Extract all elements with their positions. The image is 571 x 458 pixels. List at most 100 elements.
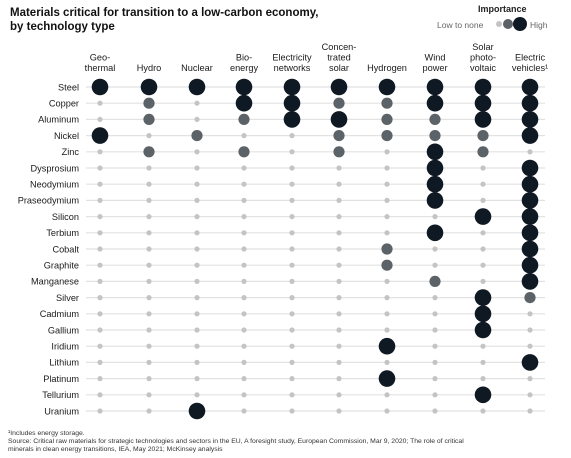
- importance-dot: [91, 127, 109, 144]
- importance-dot: [241, 246, 247, 252]
- importance-dot: [480, 246, 486, 252]
- importance-dot: [474, 111, 492, 128]
- legend-dot-low: [496, 21, 502, 27]
- column-header: Bio-: [236, 53, 252, 63]
- importance-dot: [521, 354, 539, 371]
- importance-dot: [333, 97, 345, 109]
- importance-dot: [426, 78, 444, 96]
- importance-dot: [289, 295, 295, 301]
- importance-dot: [432, 311, 438, 317]
- importance-dot: [336, 359, 342, 365]
- row-label: Praseodymium: [18, 196, 80, 206]
- row-label: Graphite: [44, 261, 79, 271]
- importance-dot: [336, 214, 342, 220]
- importance-dot: [521, 224, 539, 242]
- column-header: Wind: [425, 53, 446, 63]
- importance-dot: [97, 343, 103, 349]
- column-header: voltaic: [470, 63, 496, 73]
- column-header: trated: [327, 53, 351, 63]
- importance-dot: [194, 343, 200, 349]
- importance-dot: [426, 175, 444, 193]
- row-label: Aluminum: [38, 115, 79, 125]
- importance-dot: [146, 392, 152, 398]
- row-label: Terbium: [46, 228, 79, 238]
- importance-dot: [336, 197, 342, 203]
- importance-dot: [91, 78, 109, 96]
- importance-dot: [191, 130, 203, 142]
- importance-dot: [527, 343, 533, 349]
- importance-dot: [146, 376, 152, 382]
- importance-dot: [97, 246, 103, 252]
- importance-dot: [241, 376, 247, 382]
- importance-dot: [474, 78, 492, 96]
- importance-dot: [384, 230, 390, 236]
- importance-dot: [241, 197, 247, 203]
- importance-dot: [289, 311, 295, 317]
- importance-dot: [474, 94, 492, 112]
- importance-dot: [146, 295, 152, 301]
- importance-dot: [336, 408, 342, 414]
- importance-dot: [97, 149, 103, 155]
- importance-dot: [432, 408, 438, 414]
- importance-dot: [336, 311, 342, 317]
- importance-dot: [521, 192, 539, 209]
- importance-dot: [194, 100, 200, 106]
- importance-dot: [235, 78, 253, 96]
- importance-dot: [426, 192, 444, 209]
- importance-dot: [477, 130, 489, 142]
- column-header: vehicles¹: [512, 63, 548, 73]
- importance-dot: [146, 359, 152, 365]
- importance-dot: [527, 149, 533, 155]
- importance-dot: [384, 408, 390, 414]
- importance-dot: [194, 197, 200, 203]
- importance-dot: [97, 214, 103, 220]
- importance-dot: [432, 359, 438, 365]
- importance-dot: [241, 311, 247, 317]
- importance-dot: [333, 130, 345, 142]
- importance-dot: [527, 408, 533, 414]
- importance-dot: [384, 295, 390, 301]
- row-label: Manganese: [31, 277, 79, 287]
- importance-dot: [97, 100, 103, 106]
- importance-dot: [521, 111, 539, 128]
- importance-dot: [194, 116, 200, 122]
- importance-dot: [241, 359, 247, 365]
- importance-dot: [188, 78, 206, 96]
- importance-dot: [194, 165, 200, 171]
- importance-dot: [381, 243, 393, 255]
- importance-dot: [384, 327, 390, 333]
- importance-dot: [429, 113, 441, 125]
- row-label: Lithium: [49, 358, 79, 368]
- importance-dot: [521, 175, 539, 193]
- importance-dot: [146, 311, 152, 317]
- importance-dot: [289, 278, 295, 284]
- importance-dot: [384, 214, 390, 220]
- importance-dot: [289, 343, 295, 349]
- importance-dot: [194, 376, 200, 382]
- importance-dot: [97, 278, 103, 284]
- importance-dot: [97, 327, 103, 333]
- column-header: photo-: [470, 53, 496, 63]
- row-label: Copper: [49, 99, 79, 109]
- importance-dot: [289, 133, 295, 139]
- importance-dot: [336, 246, 342, 252]
- importance-dot: [194, 359, 200, 365]
- importance-dot: [289, 262, 295, 268]
- importance-dot: [97, 295, 103, 301]
- importance-dot: [283, 78, 301, 96]
- importance-dot: [194, 262, 200, 268]
- importance-dot: [336, 230, 342, 236]
- column-header: Hydrogen: [367, 63, 407, 73]
- importance-dot: [146, 165, 152, 171]
- importance-dot: [480, 165, 486, 171]
- importance-dot: [336, 295, 342, 301]
- importance-dot: [378, 337, 396, 355]
- importance-dot: [289, 359, 295, 365]
- importance-dot: [146, 181, 152, 187]
- importance-dot: [289, 165, 295, 171]
- importance-dot: [480, 230, 486, 236]
- importance-dot: [336, 181, 342, 187]
- legend-high-label: High: [530, 20, 548, 30]
- importance-dot: [336, 327, 342, 333]
- column-header: Geo-: [90, 53, 110, 63]
